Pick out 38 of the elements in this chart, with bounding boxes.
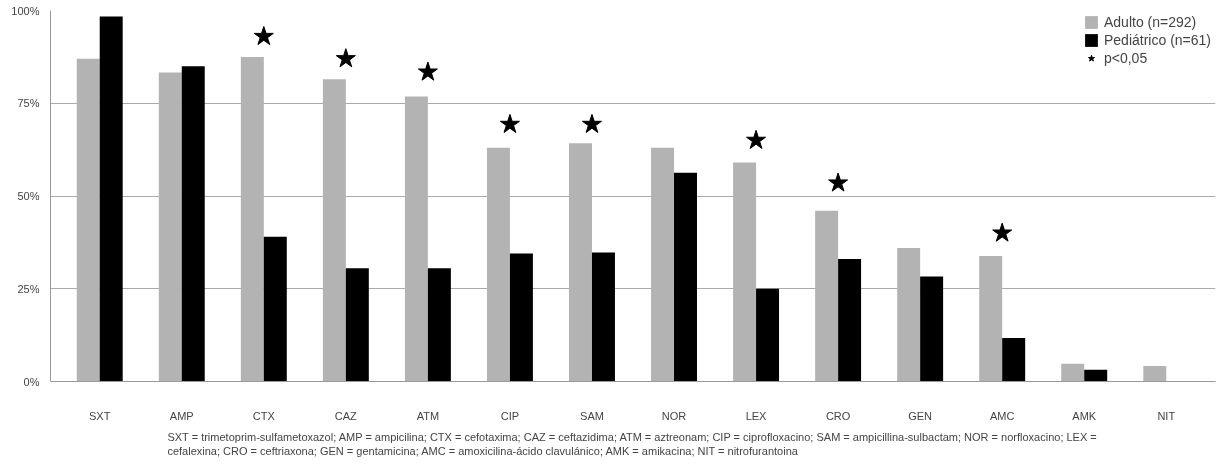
bar xyxy=(1143,365,1167,382)
x-tick-label: CTX xyxy=(252,409,276,422)
bar xyxy=(263,236,287,382)
x-tick-label: GEN xyxy=(908,409,933,422)
x-tick-label: AMK xyxy=(1072,409,1097,422)
bar xyxy=(838,259,862,382)
bar xyxy=(181,66,205,382)
y-tick-label: 100% xyxy=(11,4,40,17)
x-tick-label: SXT xyxy=(89,409,111,422)
x-tick-label: CAZ xyxy=(334,409,358,422)
y-tick-label: 25% xyxy=(17,282,40,295)
legend-label: p<0,05 xyxy=(1103,50,1148,66)
x-tick-label: AMC xyxy=(989,409,1015,422)
bar xyxy=(1061,363,1085,382)
bar xyxy=(920,276,944,382)
x-tick-label: NOR xyxy=(661,409,687,422)
bar xyxy=(427,268,451,382)
x-tick-label: LEX xyxy=(745,409,768,422)
legend-label: Pediátrico (n=61) xyxy=(1103,32,1211,48)
text: SXT = trimetoprim-sulfametoxazol; AMP = ampicilina; CTX = cefotaxima; CAZ = ceftazidima; ATM = aztreonam; CIP = ciprofloxacino; SAM = ampicillina-sulbactam; NOR = norfloxacino; LEX = cefalexina; CRO = ceftriaxona; GEN = gentamicina; AMC = amoxicilina-ácido clavulánico; AMK = amikacina; NIT = nitrofurantoina xyxy=(167,431,1097,458)
bar xyxy=(674,172,697,382)
y-tick-label: 0% xyxy=(23,375,40,388)
bar xyxy=(1002,338,1026,382)
y-tick-label: 50% xyxy=(17,190,40,202)
x-tick-label: NIT xyxy=(1157,409,1176,422)
bar xyxy=(99,16,123,382)
y-tick-label: 75% xyxy=(17,97,40,110)
x-tick-label: SAM xyxy=(580,409,604,422)
x-tick-label: AMP xyxy=(169,409,194,422)
bar xyxy=(591,252,615,382)
x-tick-label: CRO xyxy=(825,409,851,422)
bar xyxy=(345,268,369,382)
x-tick-label: CIP xyxy=(500,409,520,422)
bar xyxy=(756,288,780,382)
x-tick-label: ATM xyxy=(416,409,440,422)
legend-label: Adulto (n=292) xyxy=(1103,14,1197,30)
bar xyxy=(509,253,533,382)
bar xyxy=(1084,369,1108,382)
